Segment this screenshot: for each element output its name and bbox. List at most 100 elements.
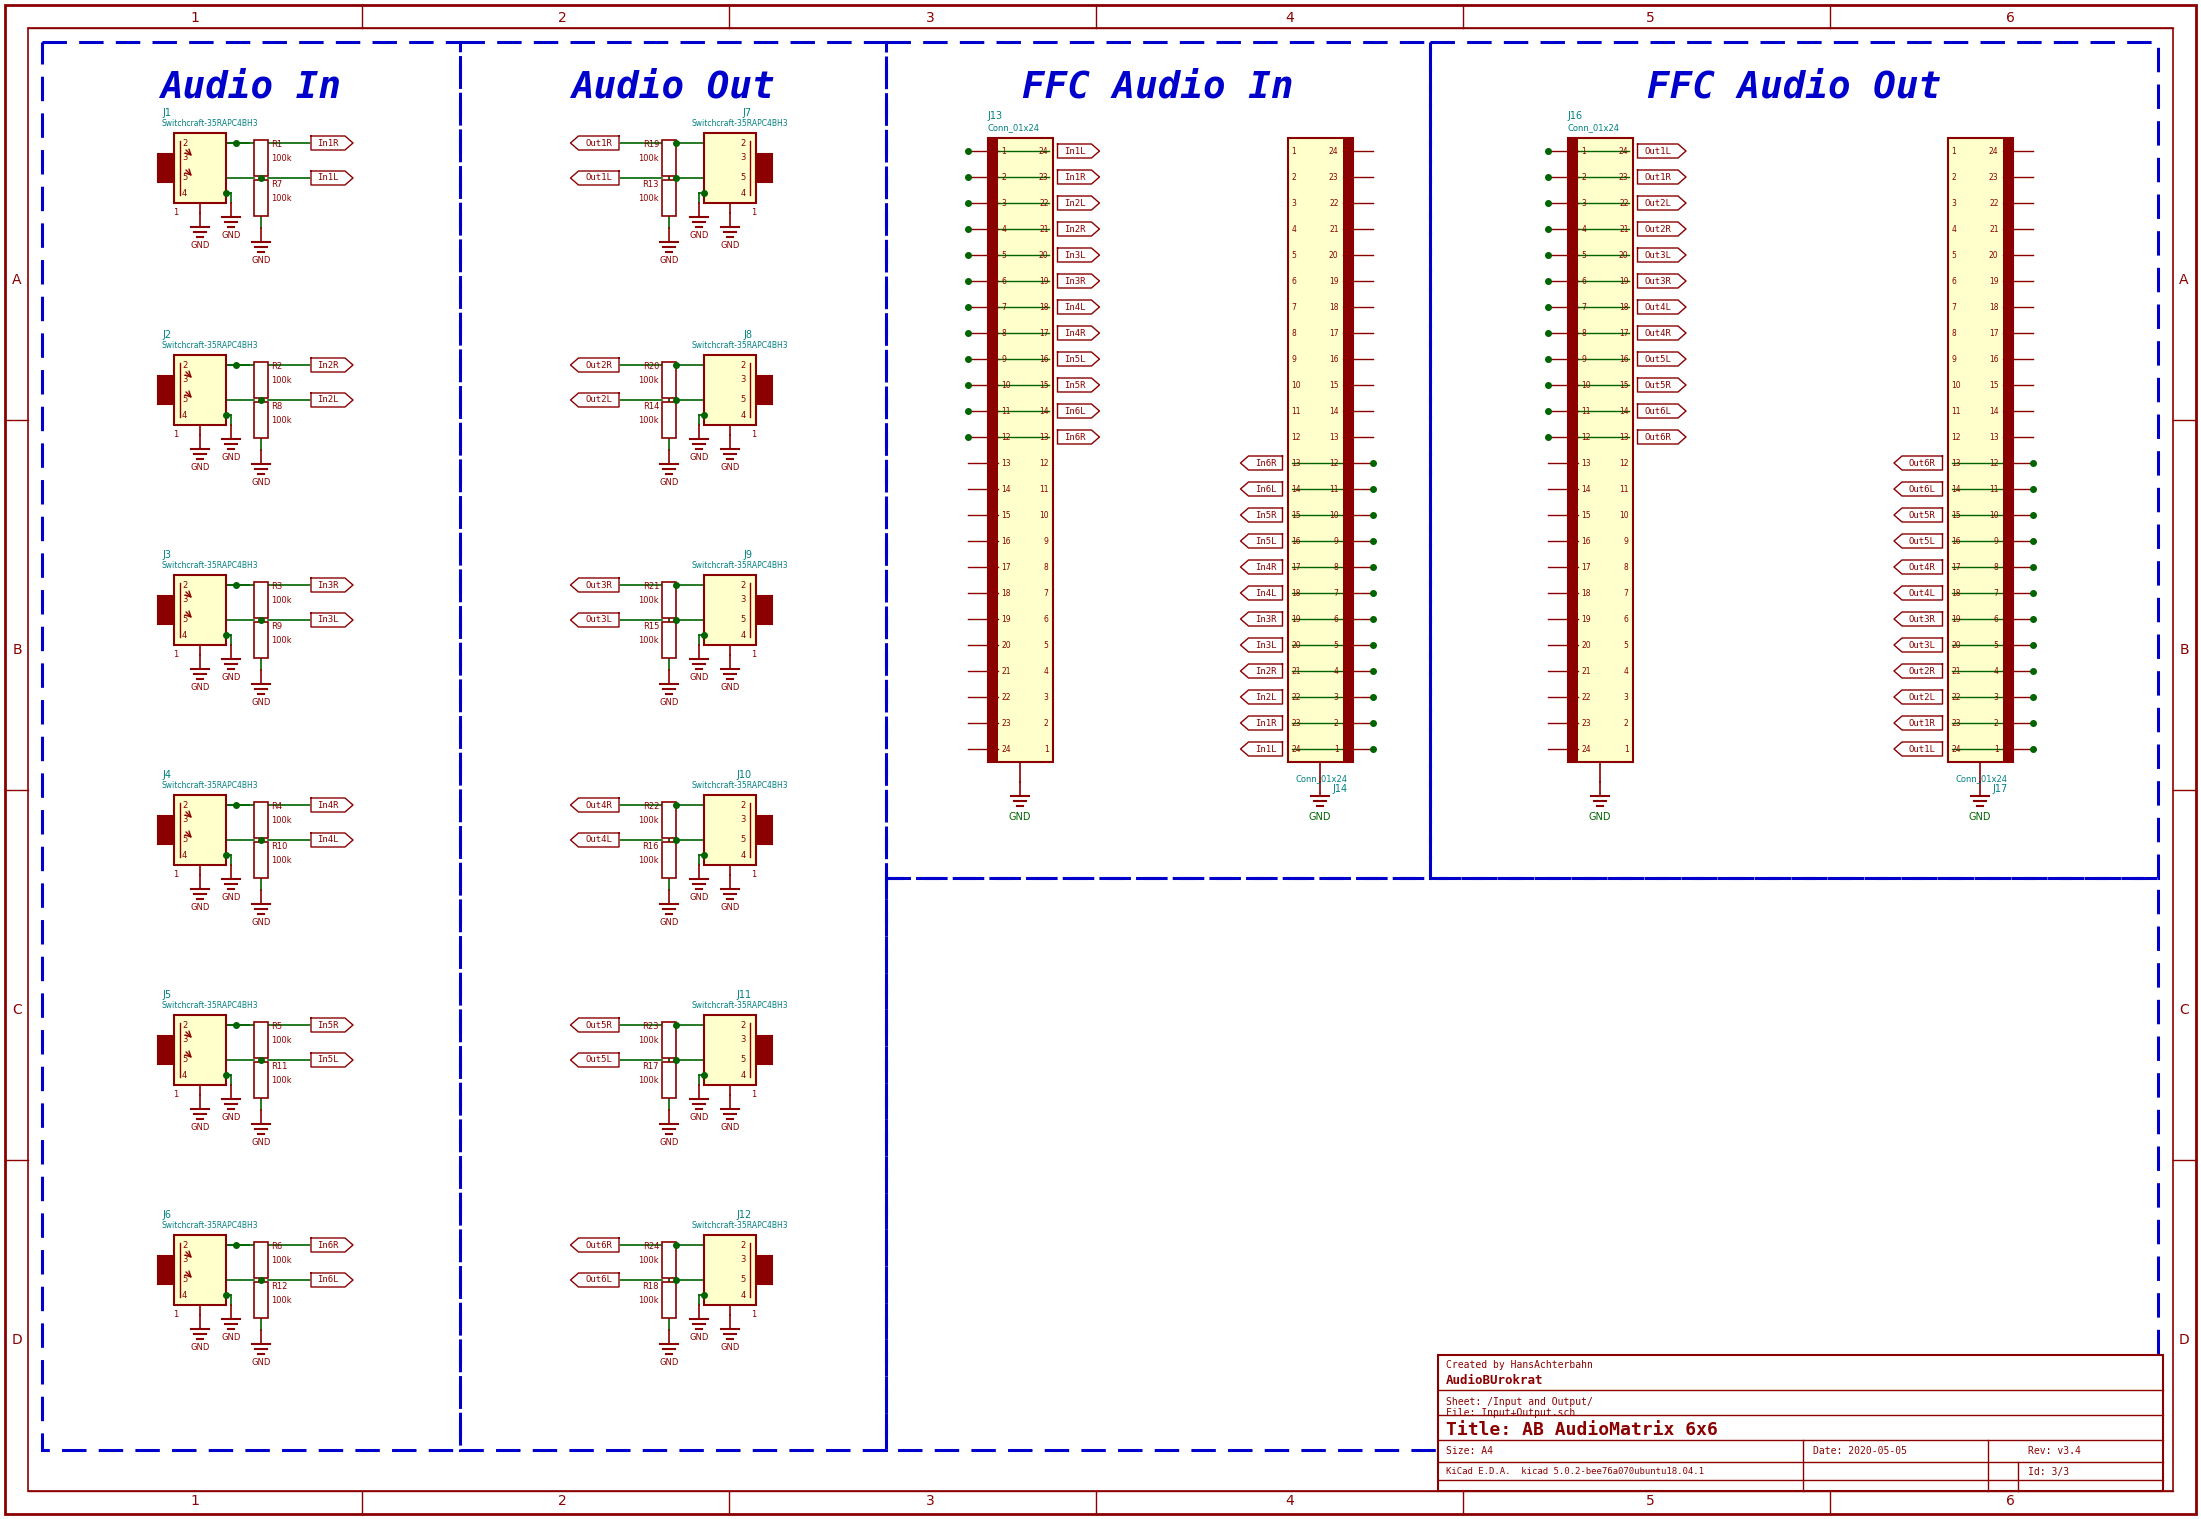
Text: 23: 23 <box>1583 718 1591 728</box>
Text: In3L: In3L <box>317 615 339 624</box>
Text: 21: 21 <box>1620 225 1629 234</box>
Text: 3: 3 <box>1624 693 1629 702</box>
Text: 7: 7 <box>1952 302 1957 311</box>
Polygon shape <box>1241 741 1283 756</box>
Text: Out5R: Out5R <box>1908 510 1935 519</box>
Text: D: D <box>2179 1334 2190 1347</box>
Text: 7: 7 <box>1334 588 1338 597</box>
Polygon shape <box>570 614 618 627</box>
Text: 16: 16 <box>1329 354 1338 363</box>
Text: Switchcraft-35RAPC4BH3: Switchcraft-35RAPC4BH3 <box>691 1221 788 1230</box>
Text: R17: R17 <box>643 1062 658 1071</box>
Text: AudioBUrokrat: AudioBUrokrat <box>1446 1373 1543 1387</box>
Text: Out5R: Out5R <box>1644 380 1671 389</box>
Text: In6L: In6L <box>1063 407 1085 416</box>
Text: 11: 11 <box>1292 407 1301 416</box>
Text: Out5L: Out5L <box>1908 536 1935 545</box>
Polygon shape <box>1241 482 1283 497</box>
Text: 100k: 100k <box>638 1036 658 1045</box>
Text: 3: 3 <box>740 595 746 605</box>
Text: 15: 15 <box>1039 380 1048 389</box>
Text: Size: A4: Size: A4 <box>1446 1446 1492 1457</box>
Text: 2: 2 <box>1624 718 1629 728</box>
Polygon shape <box>310 1273 352 1287</box>
Bar <box>253 621 269 658</box>
Polygon shape <box>570 358 618 372</box>
Text: In3R: In3R <box>1255 615 1277 623</box>
Bar <box>1343 138 1351 763</box>
Text: 100k: 100k <box>271 1256 291 1265</box>
Text: 1: 1 <box>174 208 178 217</box>
Text: 3: 3 <box>927 1495 935 1508</box>
Text: 2: 2 <box>742 138 746 147</box>
Polygon shape <box>1638 327 1686 340</box>
Text: Audio In: Audio In <box>161 70 341 106</box>
Text: J10: J10 <box>737 770 753 779</box>
Text: 5: 5 <box>1043 641 1048 650</box>
Text: 4: 4 <box>742 1071 746 1080</box>
Text: C: C <box>13 1003 22 1018</box>
Text: R8: R8 <box>271 403 282 412</box>
Polygon shape <box>570 832 618 848</box>
Text: 2: 2 <box>1952 173 1957 181</box>
Polygon shape <box>1056 378 1100 392</box>
Text: In5R: In5R <box>1255 510 1277 519</box>
Text: Switchcraft-35RAPC4BH3: Switchcraft-35RAPC4BH3 <box>163 562 260 571</box>
Text: 7: 7 <box>1624 588 1629 597</box>
Bar <box>663 582 676 618</box>
Text: Title: AB AudioMatrix 6x6: Title: AB AudioMatrix 6x6 <box>1446 1420 1717 1438</box>
Text: 4: 4 <box>183 1291 187 1299</box>
Text: 13: 13 <box>1990 433 1999 442</box>
Text: In6R: In6R <box>1063 433 1085 442</box>
Text: Out1R: Out1R <box>1908 718 1935 728</box>
Text: 10: 10 <box>1952 380 1961 389</box>
Bar <box>663 1282 676 1318</box>
Text: In5L: In5L <box>317 1056 339 1065</box>
Text: R13: R13 <box>643 179 658 188</box>
Bar <box>1288 138 1351 763</box>
Text: B: B <box>2179 643 2188 658</box>
Text: 19: 19 <box>1990 276 1999 286</box>
Bar <box>663 621 676 658</box>
Text: 12: 12 <box>1001 433 1010 442</box>
Text: 6: 6 <box>1292 276 1296 286</box>
Text: 100k: 100k <box>638 416 658 425</box>
Text: 2: 2 <box>1001 173 1006 181</box>
Text: 20: 20 <box>1990 251 1999 260</box>
Text: GND: GND <box>1589 813 1611 822</box>
Text: Switchcraft-35RAPC4BH3: Switchcraft-35RAPC4BH3 <box>163 1221 260 1230</box>
Text: 6: 6 <box>2005 1495 2014 1508</box>
Bar <box>253 1282 269 1318</box>
Text: 2: 2 <box>1994 718 1999 728</box>
Text: 3: 3 <box>183 816 187 825</box>
Text: Out3R: Out3R <box>1644 276 1671 286</box>
Text: J9: J9 <box>744 550 753 561</box>
Polygon shape <box>310 1018 352 1031</box>
Text: 4: 4 <box>742 188 746 197</box>
Polygon shape <box>310 172 352 185</box>
Text: 16: 16 <box>1990 354 1999 363</box>
Text: R7: R7 <box>271 179 282 188</box>
Text: 3: 3 <box>183 153 187 163</box>
Text: 100k: 100k <box>271 416 291 425</box>
Text: 12: 12 <box>1329 459 1338 468</box>
Text: 100k: 100k <box>271 1036 291 1045</box>
Text: GND: GND <box>1008 813 1032 822</box>
Text: GND: GND <box>251 1138 271 1147</box>
Text: R14: R14 <box>643 403 658 412</box>
Bar <box>1567 138 1633 763</box>
Polygon shape <box>1241 690 1283 703</box>
Text: 16: 16 <box>1952 536 1961 545</box>
Bar <box>253 403 269 437</box>
Text: 6: 6 <box>1624 615 1629 623</box>
Text: 1: 1 <box>1334 744 1338 753</box>
Text: In3L: In3L <box>1063 251 1085 260</box>
Polygon shape <box>570 1273 618 1287</box>
Text: 13: 13 <box>1620 433 1629 442</box>
Text: R19: R19 <box>643 140 658 149</box>
Bar <box>887 43 1431 878</box>
Bar <box>158 153 174 182</box>
Text: 13: 13 <box>1583 459 1591 468</box>
Text: 7: 7 <box>1994 588 1999 597</box>
Polygon shape <box>1056 299 1100 314</box>
